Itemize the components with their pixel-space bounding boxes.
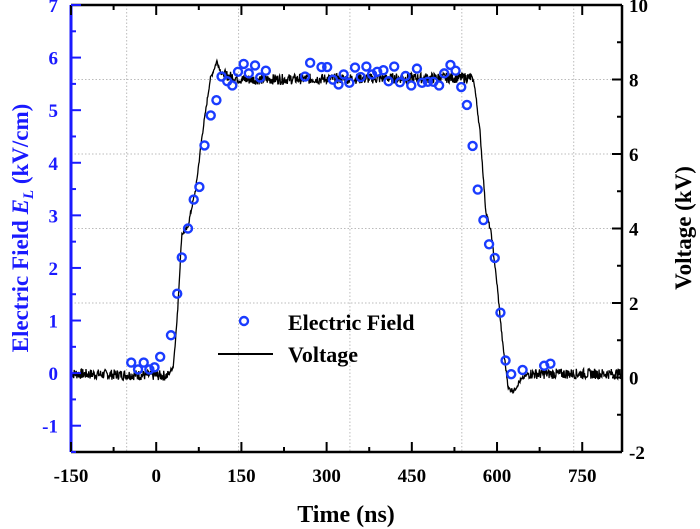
electric-field-point — [478, 214, 489, 226]
electric-field-point — [344, 77, 355, 89]
axes — [69, 3, 624, 454]
electric-field-point — [416, 77, 428, 89]
left-y-tick-label: 0 — [49, 364, 59, 385]
left-y-tick-label: 1 — [49, 312, 59, 333]
electric-field-point — [149, 362, 160, 373]
left-y-label-unit: (kV/cm) — [8, 104, 33, 190]
electric-field-series — [126, 57, 556, 380]
electric-field-point — [545, 358, 556, 369]
left-y-tick-label: -1 — [42, 417, 58, 438]
x-tick-label: 0 — [151, 466, 161, 487]
electric-field-point — [472, 184, 483, 195]
electric-field-point — [176, 252, 187, 263]
right-y-tick-label: 4 — [629, 220, 639, 241]
tick-labels: -150 0 150 300 450 600 750 -1 0 1 2 3 4 5 6 7 -2 0 2 4 6 8 10 — [42, 0, 648, 487]
electric-field-point — [450, 65, 461, 76]
left-y-tick-label: 7 — [49, 0, 59, 17]
electric-field-point — [304, 57, 316, 69]
electric-field-point — [355, 71, 366, 83]
legend-label-voltage: Voltage — [288, 342, 358, 367]
left-y-axis-label: Electric Field EL (kV/cm) — [8, 104, 37, 353]
electric-field-point — [411, 63, 423, 74]
electric-field-point — [249, 60, 261, 71]
electric-field-point — [445, 59, 456, 71]
electric-field-point — [439, 68, 450, 79]
electric-field-point — [349, 62, 361, 73]
left-y-tick-label: 4 — [49, 154, 59, 175]
electric-field-point — [456, 81, 467, 93]
right-y-tick-label: 0 — [629, 369, 639, 390]
left-y-tick-label: 5 — [49, 101, 59, 122]
electric-field-point — [299, 71, 311, 82]
left-y-tick-label: 2 — [49, 259, 59, 280]
electric-field-point — [389, 61, 400, 72]
electric-field-point — [500, 355, 511, 366]
electric-field-point — [260, 65, 272, 76]
electric-field-point — [422, 76, 433, 87]
right-y-tick-label: 6 — [629, 145, 639, 166]
electric-field-point — [433, 80, 445, 91]
electric-field-point — [489, 252, 500, 264]
electric-field-point — [194, 181, 205, 193]
electric-field-point — [138, 357, 149, 368]
electric-field-point — [361, 61, 372, 72]
right-y-tick-label: -2 — [629, 443, 645, 464]
electric-field-point — [378, 65, 389, 76]
right-y-tick-label: 10 — [629, 0, 648, 17]
x-tick-label: 600 — [483, 466, 512, 487]
electric-field-point — [243, 68, 254, 79]
x-tick-label: 750 — [568, 466, 597, 487]
electric-field-point — [366, 69, 378, 80]
electric-field-point — [172, 288, 183, 299]
electric-field-point — [227, 80, 238, 91]
electric-field-point — [238, 58, 249, 70]
electric-field-point — [154, 351, 166, 363]
x-tick-label: -150 — [54, 466, 89, 487]
left-y-tick-label: 6 — [49, 49, 59, 70]
right-y-axis-label: Voltage (kV) — [671, 166, 696, 290]
electric-field-point — [316, 61, 327, 73]
left-y-label-prefix: Electric Field — [8, 214, 33, 352]
electric-field-point — [132, 364, 144, 375]
electric-field-point — [165, 330, 177, 341]
left-y-label-symbol: E — [8, 199, 33, 215]
electric-field-point — [182, 223, 194, 234]
electric-field-point — [211, 94, 222, 106]
electric-field-point — [483, 239, 495, 250]
electric-field-point — [371, 66, 383, 77]
right-y-tick-label: 2 — [629, 294, 639, 315]
right-y-tick-label: 8 — [629, 71, 639, 92]
x-tick-label: 300 — [312, 466, 341, 487]
x-tick-label: 450 — [398, 466, 427, 487]
electric-field-point — [506, 368, 517, 380]
electric-field-point — [126, 357, 137, 368]
electric-field-point — [321, 61, 333, 73]
electric-field-point — [467, 140, 478, 152]
electric-field-point — [144, 364, 155, 375]
electric-field-point — [406, 80, 417, 91]
electric-field-point — [199, 140, 210, 151]
electric-field-point — [383, 76, 394, 87]
legend-label-electric-field: Electric Field — [288, 310, 414, 335]
electric-field-point — [188, 194, 199, 205]
electric-field-point — [394, 77, 406, 88]
electric-field-point — [338, 69, 349, 80]
electric-field-point — [517, 364, 528, 376]
electric-field-point — [461, 99, 473, 111]
legend-marker-electric-field — [238, 315, 250, 327]
legend: Electric Field Voltage — [218, 310, 414, 367]
electric-field-point — [205, 110, 216, 121]
x-tick-label: 150 — [227, 466, 256, 487]
electric-field-point — [232, 66, 244, 77]
x-axis-label: Time (ns) — [297, 502, 395, 528]
electric-field-point — [254, 72, 266, 83]
left-y-tick-label: 3 — [49, 206, 59, 227]
left-y-label-subscript: L — [21, 190, 37, 200]
electric-field-point — [400, 70, 411, 82]
electric-field-point — [495, 307, 506, 318]
electric-field-point — [333, 79, 344, 90]
